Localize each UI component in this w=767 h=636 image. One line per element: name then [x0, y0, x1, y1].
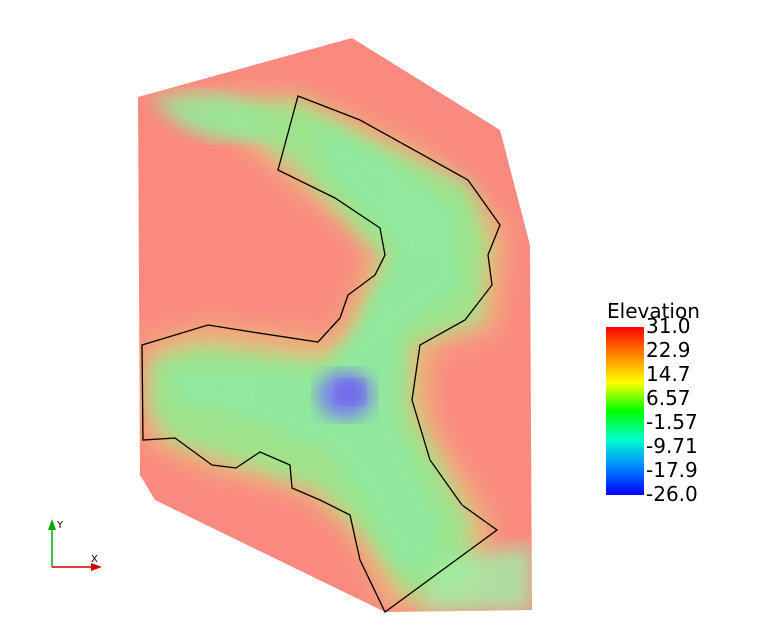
- elevation-mesh: [138, 38, 532, 613]
- legend-colorbar: [606, 327, 644, 495]
- legend-tick: 22.9: [646, 338, 691, 362]
- channel-shading: [145, 92, 532, 612]
- legend-ticks: 31.0 22.9 14.7 6.57 -1.57 -9.71 -17.9 -2…: [646, 316, 726, 512]
- legend-tick: -17.9: [646, 458, 698, 482]
- legend-tick: 31.0: [646, 314, 691, 338]
- legend-title: Elevation: [607, 299, 700, 323]
- legend-tick: -9.71: [646, 434, 698, 458]
- legend-tick: 14.7: [646, 362, 691, 386]
- legend-tick: 6.57: [646, 386, 691, 410]
- legend-tick: -1.57: [646, 410, 698, 434]
- y-axis-label: Y: [56, 520, 64, 531]
- channel-boundary: [141, 95, 501, 613]
- legend-tick: -26.0: [646, 482, 698, 506]
- x-axis-label: X: [91, 554, 98, 565]
- x-axis-arrow-icon: [91, 563, 102, 571]
- axis-triad: Y X: [48, 519, 102, 571]
- y-axis-arrow-icon: [48, 519, 56, 530]
